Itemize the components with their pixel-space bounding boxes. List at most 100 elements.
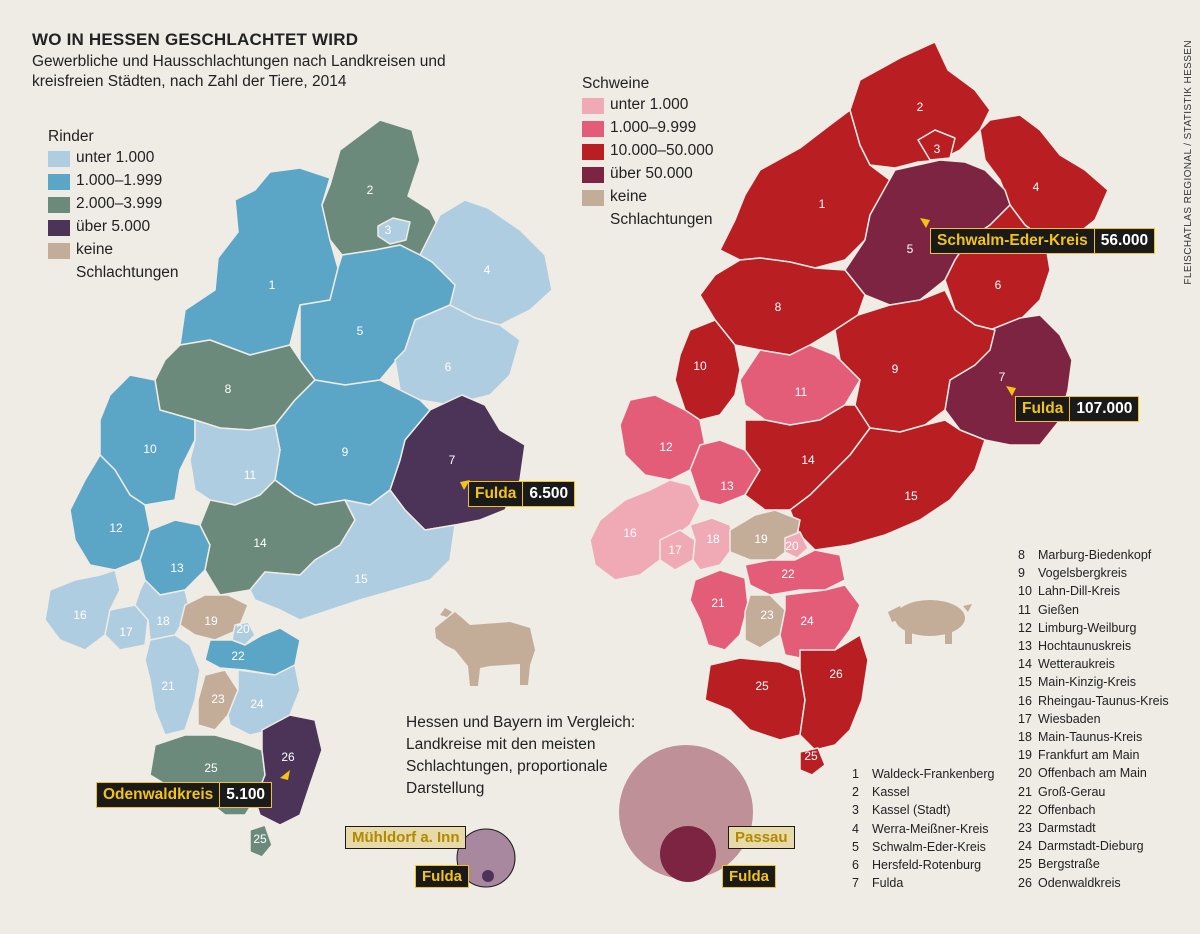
district-key-item: 4 Werra-Meißner-Kreis xyxy=(852,821,989,836)
svg-text:8: 8 xyxy=(775,300,782,314)
district-10-schweine xyxy=(674,319,741,421)
svg-text:11: 11 xyxy=(244,468,257,482)
svg-text:16: 16 xyxy=(623,526,637,540)
district-key-right: 8 Marburg-Biedenkopf 9 Vogelsbergkreis 10 L… xyxy=(1018,546,1169,892)
svg-text:8: 8 xyxy=(225,382,232,396)
legend-rinder-item: 2.000–3.999 xyxy=(48,195,179,218)
legend-rinder-item: unter 1.000 xyxy=(48,149,179,172)
svg-text:26: 26 xyxy=(829,667,843,681)
svg-text:21: 21 xyxy=(161,679,175,693)
callout-schweine-fulda: Fulda 107.000 xyxy=(1015,396,1140,422)
district-key-item: 2 Kassel xyxy=(852,785,910,800)
svg-text:14: 14 xyxy=(253,536,267,550)
svg-text:19: 19 xyxy=(754,532,768,546)
svg-text:12: 12 xyxy=(109,521,123,535)
district-1-schweine xyxy=(719,109,891,269)
district-key-item: 24 Darmstadt-Dieburg xyxy=(1018,839,1144,854)
pig-icon xyxy=(888,600,972,644)
callout-pointers xyxy=(280,218,1016,780)
district-key-item: 11 Gießen xyxy=(1018,602,1079,617)
svg-text:4: 4 xyxy=(484,263,491,277)
district-23-schweine xyxy=(744,594,786,649)
district-25b-schweine xyxy=(799,747,826,776)
svg-text:25: 25 xyxy=(755,679,769,693)
svg-text:25: 25 xyxy=(804,749,818,763)
legend-rinder-title: Rinder xyxy=(48,128,94,145)
district-key-item: 17 Wiesbaden xyxy=(1018,711,1101,726)
legend-rinder-item: 1.000–1.999 xyxy=(48,172,179,195)
svg-text:12: 12 xyxy=(659,440,673,454)
pointer-schweine-fulda xyxy=(1006,386,1016,396)
legend-rinder-item: keine xyxy=(48,241,179,264)
district-key-item: 16 Rheingau-Taunus-Kreis xyxy=(1018,693,1169,708)
svg-text:2: 2 xyxy=(367,183,374,197)
district-22-rinder xyxy=(204,627,301,676)
svg-text:6: 6 xyxy=(445,360,452,374)
svg-text:22: 22 xyxy=(781,567,795,581)
svg-text:13: 13 xyxy=(720,479,734,493)
district-key-item: 8 Marburg-Biedenkopf xyxy=(1018,548,1152,562)
district-key-item: 12 Limburg-Weilburg xyxy=(1018,620,1137,635)
svg-text:5: 5 xyxy=(357,324,364,338)
legend-rinder: Rinder unter 1.000 1.000–1.999 2.000–3.9… xyxy=(48,128,179,287)
district-26-schweine xyxy=(799,634,869,751)
district-key-item: 3 Kassel (Stadt) xyxy=(852,803,951,818)
legend-schweine-item: Schlachtungen xyxy=(610,211,713,228)
district-8-schweine xyxy=(699,257,866,356)
svg-text:2: 2 xyxy=(917,100,924,114)
district-key-item: 18 Main-Taunus-Kreis xyxy=(1018,730,1143,745)
district-21-schweine xyxy=(689,569,749,651)
svg-text:11: 11 xyxy=(795,385,808,399)
label-schweine-fulda: Fulda xyxy=(722,865,776,888)
district-18-schweine xyxy=(689,517,736,571)
pointer-rinder-odenwald xyxy=(280,770,290,780)
svg-text:22: 22 xyxy=(231,649,245,663)
svg-text:5: 5 xyxy=(907,242,914,256)
svg-text:10: 10 xyxy=(693,359,707,373)
district-15-schweine xyxy=(789,419,986,551)
legend-schweine-item: 10.000–50.000 xyxy=(582,142,713,165)
district-key-item: 22 Offenbach xyxy=(1018,802,1096,817)
svg-text:26: 26 xyxy=(281,750,295,764)
svg-text:10: 10 xyxy=(143,442,157,456)
district-key-item: 7 Fulda xyxy=(852,876,904,891)
pointer-rinder-fulda xyxy=(460,480,470,490)
svg-text:9: 9 xyxy=(892,362,899,376)
callout-rinder-fulda: Fulda 6.500 xyxy=(468,481,576,507)
map-title: WO IN HESSEN GESCHLACHTET WIRD xyxy=(32,30,359,49)
district-key-item: 25 Bergstraße xyxy=(1018,857,1100,872)
circle-rinder-fulda xyxy=(482,870,494,882)
svg-text:1: 1 xyxy=(819,197,826,211)
svg-text:16: 16 xyxy=(73,608,87,622)
district-key-item: 13 Hochtaunuskreis xyxy=(1018,639,1132,654)
district-15-rinder xyxy=(249,489,456,621)
district-22-schweine xyxy=(744,549,846,596)
svg-text:17: 17 xyxy=(119,625,133,639)
svg-text:17: 17 xyxy=(668,543,682,557)
legend-rinder-item: Schlachtungen xyxy=(76,264,179,281)
legend-rinder-item: über 5.000 xyxy=(48,218,179,241)
svg-text:13: 13 xyxy=(170,561,184,575)
legend-schweine-item: keine xyxy=(582,188,713,211)
cow-icon xyxy=(435,608,535,686)
district-2-schweine xyxy=(849,41,991,169)
svg-text:24: 24 xyxy=(250,697,264,711)
svg-text:20: 20 xyxy=(785,539,799,553)
circle-passau xyxy=(619,745,753,879)
district-key-item: 14 Wetteraukreis xyxy=(1018,657,1115,672)
svg-text:23: 23 xyxy=(760,608,774,622)
svg-text:3: 3 xyxy=(385,223,392,237)
svg-text:9: 9 xyxy=(342,445,349,459)
district-key-item: 5 Schwalm-Eder-Kreis xyxy=(852,839,986,854)
circle-muehldorf xyxy=(456,828,516,888)
legend-schweine-item: über 50.000 xyxy=(582,165,713,188)
district-key-item: 15 Main-Kinzig-Kreis xyxy=(1018,675,1136,690)
district-25b-rinder xyxy=(249,824,273,858)
district-key-item: 6 Hersfeld-Rotenburg xyxy=(852,858,982,873)
svg-text:7: 7 xyxy=(449,453,456,467)
district-13-rinder xyxy=(139,519,211,596)
label-muehldorf: Mühldorf a. Inn xyxy=(345,826,467,849)
district-12-rinder xyxy=(69,454,151,571)
svg-text:3: 3 xyxy=(934,142,941,156)
district-key-item: 9 Vogelsbergkreis xyxy=(1018,566,1127,581)
